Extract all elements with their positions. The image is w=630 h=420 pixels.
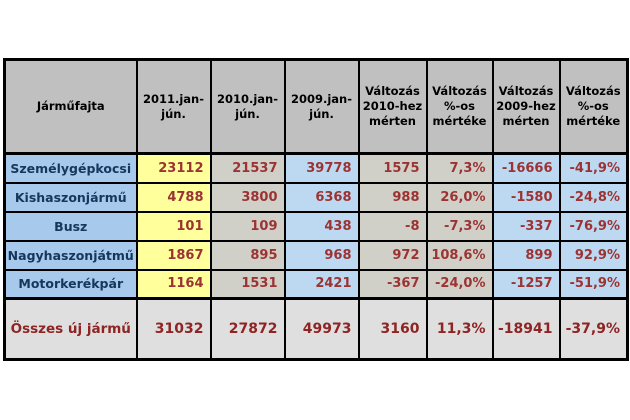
cell-change-2010: 972 bbox=[357, 239, 428, 271]
cell-change-2010-pct: 108,6% bbox=[425, 239, 494, 271]
cell-2010: 109 bbox=[209, 210, 286, 242]
total-change-2010: 3160 bbox=[357, 297, 428, 361]
cell-change-2009-pct: 92,9% bbox=[558, 239, 629, 271]
col-header-change-vs-2009-pct: Változás %-os mértéke bbox=[558, 58, 629, 155]
col-header-change-vs-2010: Változás 2010-hez mérten bbox=[357, 58, 428, 155]
cell-change-2010-pct: -7,3% bbox=[425, 210, 494, 242]
cell-2011: 1867 bbox=[135, 239, 212, 271]
cell-change-2010-pct: -24,0% bbox=[425, 268, 494, 300]
cell-change-2010-pct: 7,3% bbox=[425, 152, 494, 184]
cell-change-2010: 1575 bbox=[357, 152, 428, 184]
cell-2009: 438 bbox=[283, 210, 360, 242]
cell-change-2010: 988 bbox=[357, 181, 428, 213]
col-header-2011: 2011.jan-jún. bbox=[135, 58, 212, 155]
col-header-vehicle-type: Járműfajta bbox=[3, 58, 138, 155]
cell-change-2009: -1257 bbox=[491, 268, 561, 300]
vehicle-stats-table: Járműfajta 2011.jan-jún. 2010.jan-jún. 2… bbox=[3, 58, 629, 361]
cell-2009: 6368 bbox=[283, 181, 360, 213]
total-2009: 49973 bbox=[283, 297, 360, 361]
cell-change-2010-pct: 26,0% bbox=[425, 181, 494, 213]
cell-2011: 1164 bbox=[135, 268, 212, 300]
cell-2009: 39778 bbox=[283, 152, 360, 184]
row-label: Személygépkocsi bbox=[3, 152, 138, 184]
cell-2009: 2421 bbox=[283, 268, 360, 300]
cell-change-2009: -337 bbox=[491, 210, 561, 242]
total-2010: 27872 bbox=[209, 297, 286, 361]
cell-change-2009-pct: -51,9% bbox=[558, 268, 629, 300]
cell-2011: 4788 bbox=[135, 181, 212, 213]
row-label: Kishaszonjármű bbox=[3, 181, 138, 213]
cell-2010: 895 bbox=[209, 239, 286, 271]
row-label: Motorkerékpár bbox=[3, 268, 138, 300]
total-change-2010-pct: 11,3% bbox=[425, 297, 494, 361]
row-label: Busz bbox=[3, 210, 138, 242]
col-header-change-vs-2010-pct: Változás %-os mértéke bbox=[425, 58, 494, 155]
cell-change-2009-pct: -41,9% bbox=[558, 152, 629, 184]
cell-change-2009: 899 bbox=[491, 239, 561, 271]
col-header-change-vs-2009: Változás 2009-hez mérten bbox=[491, 58, 561, 155]
total-change-2009: -18941 bbox=[491, 297, 561, 361]
cell-2009: 968 bbox=[283, 239, 360, 271]
cell-change-2010: -367 bbox=[357, 268, 428, 300]
table-row-motorcycle: Motorkerékpár 1164 1531 2421 -367 -24,0%… bbox=[3, 268, 629, 300]
cell-2011: 101 bbox=[135, 210, 212, 242]
total-row: Összes új jármű 31032 27872 49973 3160 1… bbox=[3, 297, 629, 361]
col-header-2010: 2010.jan-jún. bbox=[209, 58, 286, 155]
row-label: Nagyhaszonjátmű bbox=[3, 239, 138, 271]
cell-change-2010: -8 bbox=[357, 210, 428, 242]
cell-2010: 1531 bbox=[209, 268, 286, 300]
col-header-2009: 2009.jan-jún. bbox=[283, 58, 360, 155]
table-row-heavy-commercial: Nagyhaszonjátmű 1867 895 968 972 108,6% … bbox=[3, 239, 629, 271]
cell-change-2009-pct: -76,9% bbox=[558, 210, 629, 242]
table-row-cars: Személygépkocsi 23112 21537 39778 1575 7… bbox=[3, 152, 629, 184]
cell-2011: 23112 bbox=[135, 152, 212, 184]
cell-2010: 3800 bbox=[209, 181, 286, 213]
cell-change-2009: -16666 bbox=[491, 152, 561, 184]
total-row-label: Összes új jármű bbox=[3, 297, 138, 361]
total-2011: 31032 bbox=[135, 297, 212, 361]
cell-2010: 21537 bbox=[209, 152, 286, 184]
cell-change-2009-pct: -24,8% bbox=[558, 181, 629, 213]
table-row-bus: Busz 101 109 438 -8 -7,3% -337 -76,9% bbox=[3, 210, 629, 242]
cell-change-2009: -1580 bbox=[491, 181, 561, 213]
total-change-2009-pct: -37,9% bbox=[558, 297, 629, 361]
table-row-light-commercial: Kishaszonjármű 4788 3800 6368 988 26,0% … bbox=[3, 181, 629, 213]
header-row: Járműfajta 2011.jan-jún. 2010.jan-jún. 2… bbox=[3, 58, 629, 155]
